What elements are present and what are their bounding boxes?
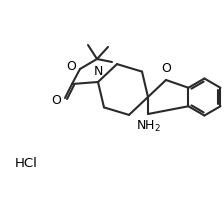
Text: HCl: HCl xyxy=(15,157,38,170)
Text: O: O xyxy=(66,61,76,74)
Text: O: O xyxy=(51,95,61,107)
Text: N: N xyxy=(93,65,103,78)
Text: O: O xyxy=(161,62,171,75)
Text: NH$_2$: NH$_2$ xyxy=(136,119,160,134)
